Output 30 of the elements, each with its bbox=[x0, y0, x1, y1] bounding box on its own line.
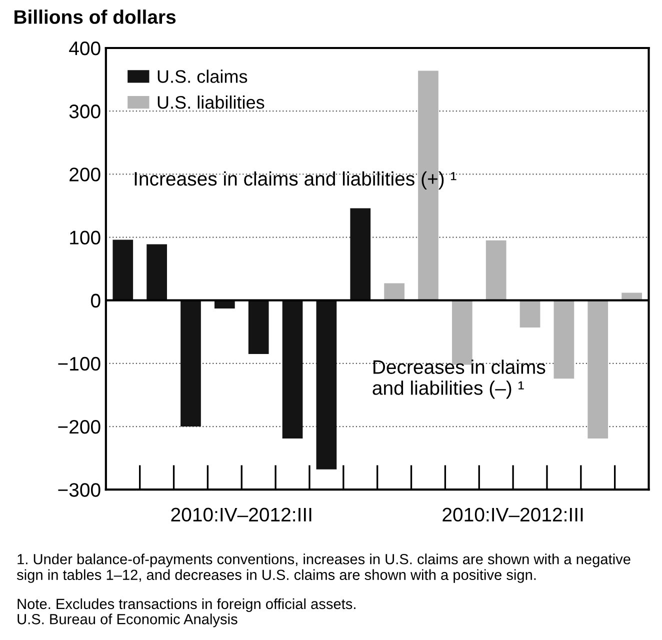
text: Note. Excludes transactions in foreign official assets. bbox=[18, 598, 356, 612]
y-tick-label: −100 bbox=[58, 356, 100, 371]
y-tick-label: −200 bbox=[58, 420, 100, 434]
bar bbox=[520, 300, 540, 328]
y-tick-label: −300 bbox=[58, 483, 100, 497]
y-tick-label: 100 bbox=[70, 230, 100, 244]
y-tick-label: 200 bbox=[70, 168, 100, 182]
bar bbox=[180, 300, 201, 427]
bar bbox=[316, 300, 337, 470]
bar bbox=[350, 208, 371, 300]
bar bbox=[384, 283, 404, 300]
y-axis-title: Billions of dollars bbox=[14, 10, 176, 24]
annotation: Increases in claims and liabilities (+) ¹ bbox=[134, 171, 456, 190]
text: 2010:IV–2012:III bbox=[171, 508, 312, 522]
bar bbox=[282, 300, 303, 438]
y-tick-label: 300 bbox=[69, 104, 100, 118]
legend-label: U.S. claims bbox=[158, 70, 248, 83]
bar bbox=[588, 300, 608, 438]
y-tick-label: 0 bbox=[91, 294, 100, 308]
bar bbox=[146, 244, 167, 300]
text: 2010:IV–2012:III bbox=[442, 508, 583, 522]
text: U.S. Bureau of Economic Analysis bbox=[18, 614, 238, 628]
bar bbox=[112, 240, 134, 300]
bar bbox=[486, 240, 506, 300]
y-tick-label: 400 bbox=[69, 41, 100, 56]
bar bbox=[248, 300, 269, 354]
annotation: Decreases in claims and liabilities (–) ¹ bbox=[372, 360, 546, 399]
bar bbox=[554, 300, 574, 379]
legend-label: U.S. liabilities bbox=[158, 96, 264, 109]
text: 1. Under balance-of-payments conventions, increases in U.S. claims are shown with a negative sign in tables 1–12, and decreases in U.S. claims are shown with a positive sign. bbox=[16, 554, 630, 583]
